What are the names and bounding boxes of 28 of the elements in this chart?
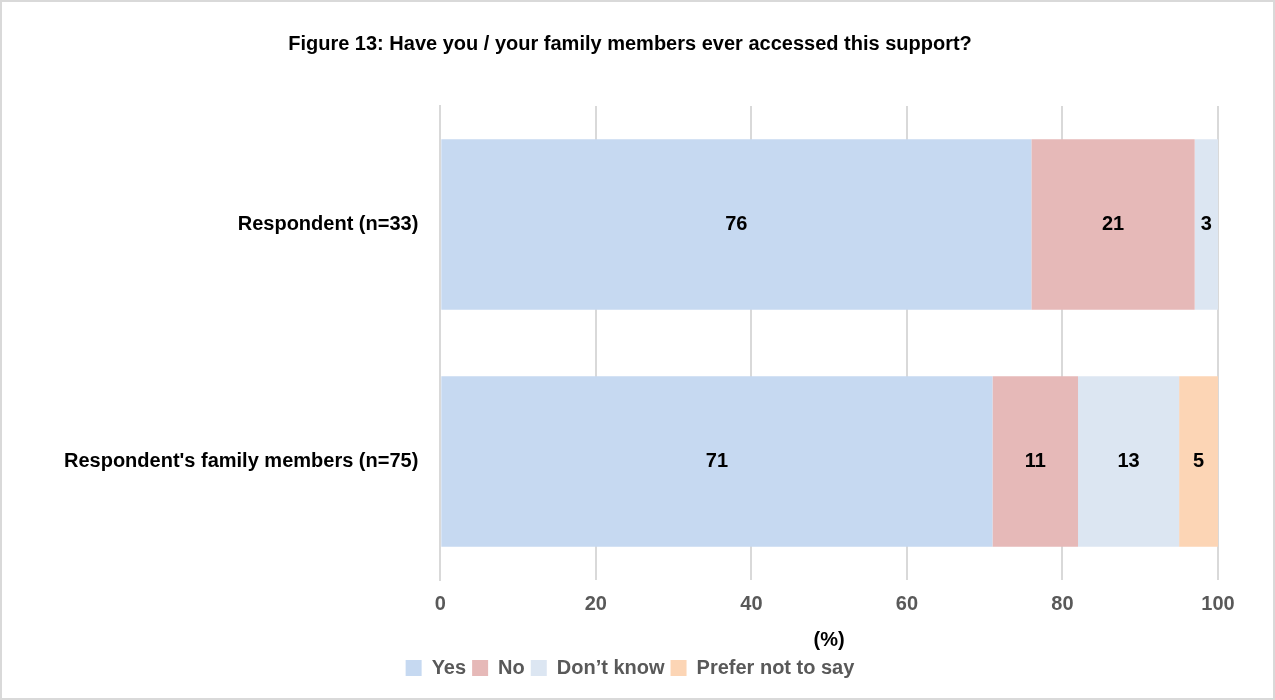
bar [1078, 376, 1180, 547]
legend-label: Prefer not to say [696, 655, 856, 678]
chart-title: Figure 13: Have you / your family members ever accessed this support? [288, 31, 972, 54]
x-tick-label: 20 [584, 591, 607, 614]
x-tick-label: 40 [740, 591, 763, 614]
bar [1194, 139, 1218, 310]
data-label: 76 [725, 212, 748, 235]
legend-label: Yes [431, 655, 467, 678]
x-tick-label: 60 [895, 591, 919, 614]
bar [441, 139, 1032, 310]
x-tick-label: 100 [1201, 591, 1235, 614]
legend-label: No [498, 655, 525, 678]
data-label: 5 [1193, 449, 1205, 472]
data-label: 11 [1024, 449, 1046, 472]
x-axis-title: (%) [813, 627, 845, 650]
data-label: 3 [1200, 212, 1212, 235]
legend-label: Don’t know [556, 655, 665, 678]
bar [1031, 139, 1195, 310]
x-tick-label: 80 [1051, 591, 1074, 614]
data-label: 21 [1101, 212, 1125, 235]
bar [1179, 376, 1218, 547]
y-tick-label: Respondent (n=33) [237, 212, 419, 235]
x-tick-label: 0 [434, 591, 446, 614]
data-label: 71 [705, 449, 729, 472]
y-tick-label: Respondent's family members (n=75) [63, 449, 419, 472]
data-label: 13 [1117, 449, 1140, 472]
bar [441, 376, 993, 547]
bar [992, 376, 1079, 547]
